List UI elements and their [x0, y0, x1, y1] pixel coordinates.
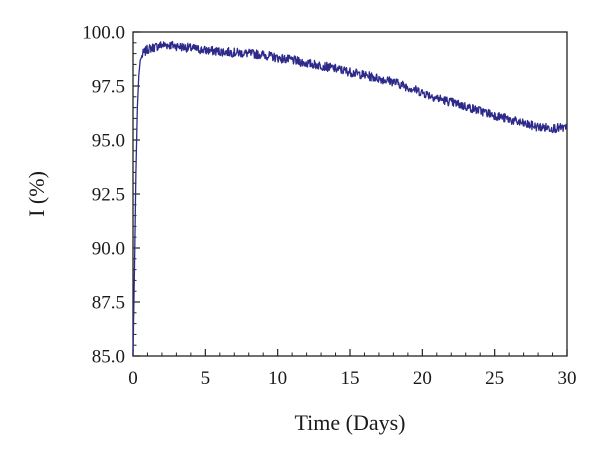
y-tick-label: 85.0	[92, 347, 125, 368]
y-tick-label: 97.5	[92, 77, 125, 98]
plot-frame	[132, 31, 568, 357]
y-tick-label: 92.5	[92, 185, 125, 206]
y-tick-label: 100.0	[82, 23, 125, 44]
y-tick-label: 90.0	[92, 239, 125, 260]
y-tick-label: 95.0	[92, 131, 125, 152]
x-tick-label: 20	[413, 368, 432, 389]
x-tick-label: 25	[485, 368, 504, 389]
x-axis-ticks: 0 5 10 15 20 25 30	[128, 349, 577, 389]
y-tick-label: 87.5	[92, 293, 125, 314]
x-tick-label: 30	[558, 368, 577, 389]
x-tick-label: 15	[341, 368, 360, 389]
y-axis-ticks: 85.0 87.5 90.0 92.5 95.0 97.5 100.0	[82, 23, 140, 368]
x-tick-label: 10	[268, 368, 287, 389]
plot-border	[132, 31, 568, 357]
x-axis-title: Time (Days)	[294, 410, 405, 435]
data-line	[132, 40, 568, 357]
y-axis-title: I (%)	[24, 171, 49, 217]
series-layer	[132, 40, 568, 357]
x-tick-label: 5	[201, 368, 211, 389]
x-tick-label: 0	[128, 368, 138, 389]
